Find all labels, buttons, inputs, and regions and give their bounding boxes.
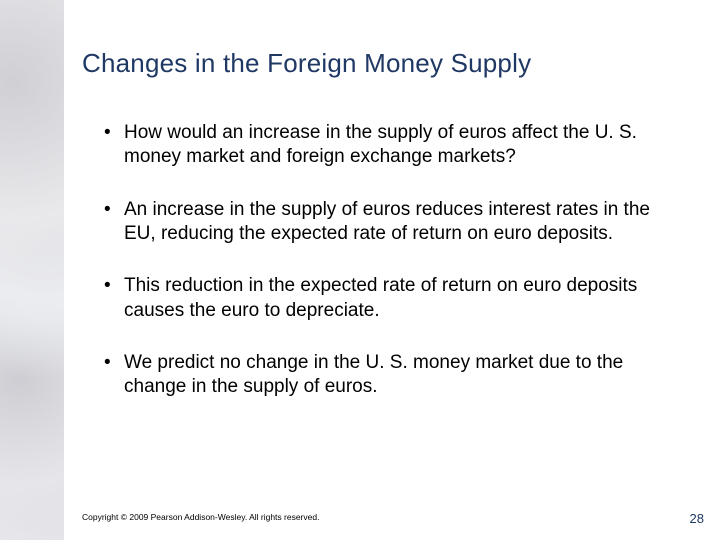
slide-content: Changes in the Foreign Money Supply How … — [64, 0, 720, 540]
marble-sidebar — [0, 0, 64, 540]
bullet-list: How would an increase in the supply of e… — [82, 121, 680, 400]
page-number: 28 — [690, 511, 704, 526]
bullet-item: An increase in the supply of euros reduc… — [104, 198, 680, 247]
bullet-item: We predict no change in the U. S. money … — [104, 351, 680, 400]
bullet-item: This reduction in the expected rate of r… — [104, 274, 680, 323]
bullet-item: How would an increase in the supply of e… — [104, 121, 680, 170]
slide-title: Changes in the Foreign Money Supply — [82, 48, 680, 79]
copyright-text: Copyright © 2009 Pearson Addison-Wesley.… — [82, 512, 319, 522]
